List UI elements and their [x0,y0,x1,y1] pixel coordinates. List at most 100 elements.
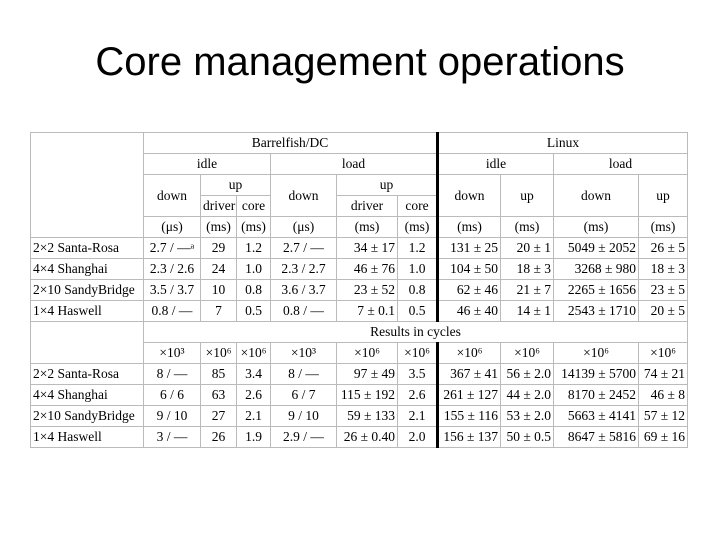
value-cell: 1.0 [397,258,438,280]
value-cell: 7 ± 0.1 [336,300,398,322]
sub-header: driver [336,195,398,217]
unit-cell: (ms) [397,216,438,238]
value-cell: 104 ± 50 [436,258,501,280]
unit-cell: (ms) [200,216,237,238]
row-label: 1×4 Haswell [30,300,144,322]
value-cell: 20 ± 5 [638,300,688,322]
table-row: driver core driver core [31,195,688,217]
value-cell: 34 ± 17 [336,237,398,259]
value-cell: 115 ± 192 [336,384,398,406]
value-cell: 5049 ± 2052 [553,237,639,259]
value-cell: 7 [200,300,237,322]
op-header: up [336,174,438,196]
value-cell: 1.2 [236,237,271,259]
state-header: load [553,153,688,175]
table-row: 2×2 Santa-Rosa 8 / —85 3.4 8 / —97 ± 49 3.5 3… [30,363,688,385]
value-cell: 24 [200,258,237,280]
value-cell: 156 ± 137 [436,426,501,448]
value-cell: 1.9 [236,426,271,448]
value-cell: 2.6 [397,384,438,406]
value-cell: 20 ± 1 [500,237,554,259]
value-cell: 10 [200,279,237,301]
table-row: ×10³ ×10⁶ ×10⁶ ×10³ ×10⁶ ×10⁶ ×10⁶ ×10⁶ ×10⁶ ×10⁶ [31,342,688,364]
value-cell: 59 ± 133 [336,405,398,427]
value-cell: 6 / 7 [270,384,337,406]
value-cell: 56 ± 2.0 [500,363,554,385]
value-cell: 46 ± 40 [436,300,501,322]
value-cell: 8647 ± 5816 [553,426,639,448]
value-cell: 2.3 / 2.6 [143,258,201,280]
value-cell: 131 ± 25 [436,237,501,259]
value-cell: 6 / 6 [143,384,201,406]
op-header: down [143,174,201,217]
value-cell: 8 / — [270,363,337,385]
section-header: Results in cycles [143,321,688,343]
value-cell: 0.8 / — [143,300,201,322]
value-cell: 1.2 [397,237,438,259]
table-row: 1×4 Haswell 3 / —26 1.9 2.9 / —26 ± 0.40 2.0… [30,426,688,448]
unit-cell: (ms) [336,216,398,238]
value-cell: 3.5 / 3.7 [143,279,201,301]
unit-cell: (ms) [500,216,554,238]
unit-cell: (ms) [553,216,639,238]
value-cell: 85 [200,363,237,385]
unit-cell: ×10⁶ [436,342,501,364]
table-row: 2×10 SandyBridge 9 / 10 27 2.1 9 / 10 59 ± 13… [30,405,688,427]
value-cell: 23 ± 5 [638,279,688,301]
unit-cell: ×10⁶ [200,342,237,364]
value-cell: 21 ± 7 [500,279,554,301]
unit-cell: ×10⁶ [553,342,639,364]
value-cell: 44 ± 2.0 [500,384,554,406]
value-cell: 3268 ± 980 [553,258,639,280]
value-cell: 26 ± 0.40 [336,426,398,448]
value-cell: 2.1 [397,405,438,427]
value-cell: 2.7 / —ᵃ [143,237,201,259]
value-cell: 3 / — [143,426,201,448]
op-header: up [200,174,271,196]
value-cell: 57 ± 12 [638,405,688,427]
unit-cell: ×10³ [270,342,337,364]
value-cell: 2.0 [397,426,438,448]
value-cell: 14139 ± 5700 [553,363,639,385]
value-cell: 2.1 [236,405,271,427]
value-cell: 0.8 [397,279,438,301]
sub-header: core [397,195,438,217]
unit-cell: (μs) [143,216,201,238]
row-label: 2×10 SandyBridge [30,405,144,427]
value-cell: 3.6 / 3.7 [270,279,337,301]
value-cell: 2.3 / 2.7 [270,258,337,280]
value-cell: 2.6 [236,384,271,406]
value-cell: 97 ± 49 [336,363,398,385]
value-cell: 1.0 [236,258,271,280]
state-header: idle [436,153,554,175]
value-cell: 8170 ± 2452 [553,384,639,406]
table-row: 4×4 Shanghai 6 / 6 63 2.6 6 / 7 115 ± 192 2.6 2… [30,384,688,406]
value-cell: 26 [200,426,237,448]
value-cell: 62 ± 46 [436,279,501,301]
value-cell: 50 ± 0.5 [500,426,554,448]
unit-cell: ×10³ [143,342,201,364]
sub-header: core [236,195,271,217]
value-cell: 53 ± 2.0 [500,405,554,427]
unit-cell: ×10⁶ [336,342,398,364]
op-header: up [500,174,554,217]
unit-cell: ×10⁶ [500,342,554,364]
value-cell: 0.5 [397,300,438,322]
value-cell: 3.4 [236,363,271,385]
row-label: 1×4 Haswell [30,426,144,448]
state-header: idle [143,153,271,175]
value-cell: 3.5 [397,363,438,385]
op-header: down [553,174,639,217]
value-cell: 9 / 10 [143,405,201,427]
unit-cell: ×10⁶ [236,342,271,364]
op-header: down [436,174,501,217]
op-header: up [638,174,688,217]
value-cell: 5663 ± 4141 [553,405,639,427]
unit-cell: (ms) [236,216,271,238]
row-label: 2×2 Santa-Rosa [30,237,144,259]
slide-title: Core management operations [95,40,625,84]
results-table: Barrelfish/DC Linux idle load idle load down up… [30,132,688,448]
unit-cell: (ms) [436,216,501,238]
corner-cell [30,321,144,364]
